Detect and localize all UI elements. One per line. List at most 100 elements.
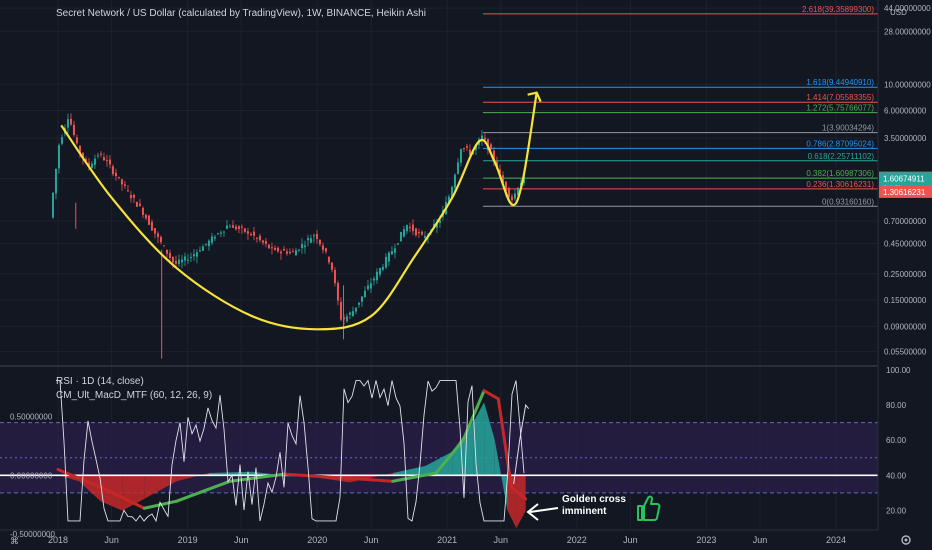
candle-body xyxy=(66,119,69,128)
candle-body xyxy=(369,283,372,289)
candle-body xyxy=(216,233,219,235)
candle-body xyxy=(363,290,366,298)
macd-line-segment xyxy=(509,485,528,501)
candle-body xyxy=(345,316,348,322)
candle-body xyxy=(405,225,408,232)
candle-body xyxy=(483,137,486,140)
macd-line-segment xyxy=(337,476,395,483)
candle-body xyxy=(183,256,186,261)
rsi-line-tail xyxy=(513,403,530,485)
candle-body xyxy=(195,252,198,257)
candle-body xyxy=(84,159,87,161)
candle-body xyxy=(240,226,243,228)
candle-body xyxy=(480,135,483,142)
candle-body xyxy=(177,259,180,265)
gear-icon[interactable] xyxy=(901,535,911,545)
candle-body xyxy=(117,176,120,178)
candle-body xyxy=(309,238,312,243)
macd-tick-label: 0.50000000 xyxy=(10,413,53,422)
candle-body xyxy=(129,195,132,199)
time-tick-label: 2024 xyxy=(826,535,846,545)
rsi-tick-label: 60.00 xyxy=(886,436,907,445)
candle-body xyxy=(72,124,75,135)
candle-body xyxy=(420,231,423,235)
candle-body xyxy=(294,250,297,256)
candle-body xyxy=(144,214,147,219)
macd-histogram-segment xyxy=(494,440,508,511)
candle-body xyxy=(462,148,465,150)
candle-body xyxy=(447,196,450,204)
candle-body xyxy=(258,235,261,241)
candle-body xyxy=(237,226,240,230)
macd-legend: CM_Ult_MacD_MTF (60, 12, 26, 9) xyxy=(56,390,212,401)
candle-body xyxy=(492,150,495,161)
candle-body xyxy=(204,243,207,245)
candle-body xyxy=(126,190,129,192)
candle-body xyxy=(456,162,459,174)
candle-body xyxy=(507,187,510,198)
candle-body xyxy=(297,249,300,251)
candle-body xyxy=(225,225,228,229)
candle-body xyxy=(264,241,267,244)
candle-body xyxy=(87,162,90,167)
rsi-line xyxy=(56,379,525,523)
candle-body xyxy=(93,158,96,165)
candle-body xyxy=(339,301,342,320)
candle-body xyxy=(303,245,306,248)
candle-body xyxy=(387,252,390,262)
candle-body xyxy=(120,179,123,185)
macd-tick-label: 0.00000000 xyxy=(10,471,53,480)
candle-body xyxy=(114,172,117,177)
fib-level-label: 0.382(1.60987306) xyxy=(806,169,874,178)
time-tick-label: 2023 xyxy=(696,535,716,545)
candle-body xyxy=(390,251,393,255)
candle-body xyxy=(273,247,276,251)
candle-body xyxy=(396,243,399,245)
time-tick-label: 2019 xyxy=(178,535,198,545)
fib-level-label: 0.786(2.87095024) xyxy=(806,139,874,148)
candle-body xyxy=(318,239,321,245)
candle-body xyxy=(411,224,414,231)
macd-histogram-segment xyxy=(516,475,526,529)
candle-body xyxy=(123,184,126,186)
candle-body xyxy=(312,235,315,237)
candle-body xyxy=(276,247,279,252)
breakout-arrow-icon xyxy=(527,91,542,103)
price-tick-label: 0.15000000 xyxy=(884,296,927,305)
price-axis[interactable]: 44.00000000 28.00000000 10.00000000 6.00000… xyxy=(10,4,931,539)
macd-line-segment xyxy=(228,472,287,483)
candle-body xyxy=(267,244,270,249)
annotation-line1: Golden cross xyxy=(562,494,626,505)
time-tick-label: Jun xyxy=(104,535,119,545)
candle-body xyxy=(255,237,258,239)
price-tick-label: 0.45000000 xyxy=(884,240,927,249)
candle-body xyxy=(459,149,462,163)
candle-body xyxy=(288,251,291,254)
rsi-tick-label: 40.00 xyxy=(886,471,907,480)
candle-body xyxy=(165,249,168,254)
candle-body xyxy=(510,196,513,201)
candle-body xyxy=(108,159,111,165)
time-tick-label: Jun xyxy=(234,535,249,545)
macd-line-segment xyxy=(175,479,232,503)
price-badge xyxy=(879,185,932,198)
candle-body xyxy=(174,260,177,264)
candle-body xyxy=(378,268,381,275)
tradingview-logo-icon[interactable]: ⌘ xyxy=(10,536,19,546)
candle-body xyxy=(468,149,471,155)
candle-body xyxy=(423,235,426,238)
candle-body xyxy=(498,169,501,173)
candle-body xyxy=(231,225,234,228)
candle-body xyxy=(171,257,174,263)
time-axis[interactable]: 2018 Jun 2019 Jun 2020 Jun 2021 Jun 2022 Jun 2023 J… xyxy=(48,535,846,545)
candle-body xyxy=(402,229,405,237)
candle-body xyxy=(327,256,330,263)
candle-body xyxy=(105,159,108,161)
candle-body xyxy=(99,153,102,155)
currency-label: USD xyxy=(890,8,907,17)
candle-body xyxy=(252,231,255,236)
time-tick-label: 2022 xyxy=(567,535,587,545)
rsi-tick-label: 20.00 xyxy=(886,506,907,515)
